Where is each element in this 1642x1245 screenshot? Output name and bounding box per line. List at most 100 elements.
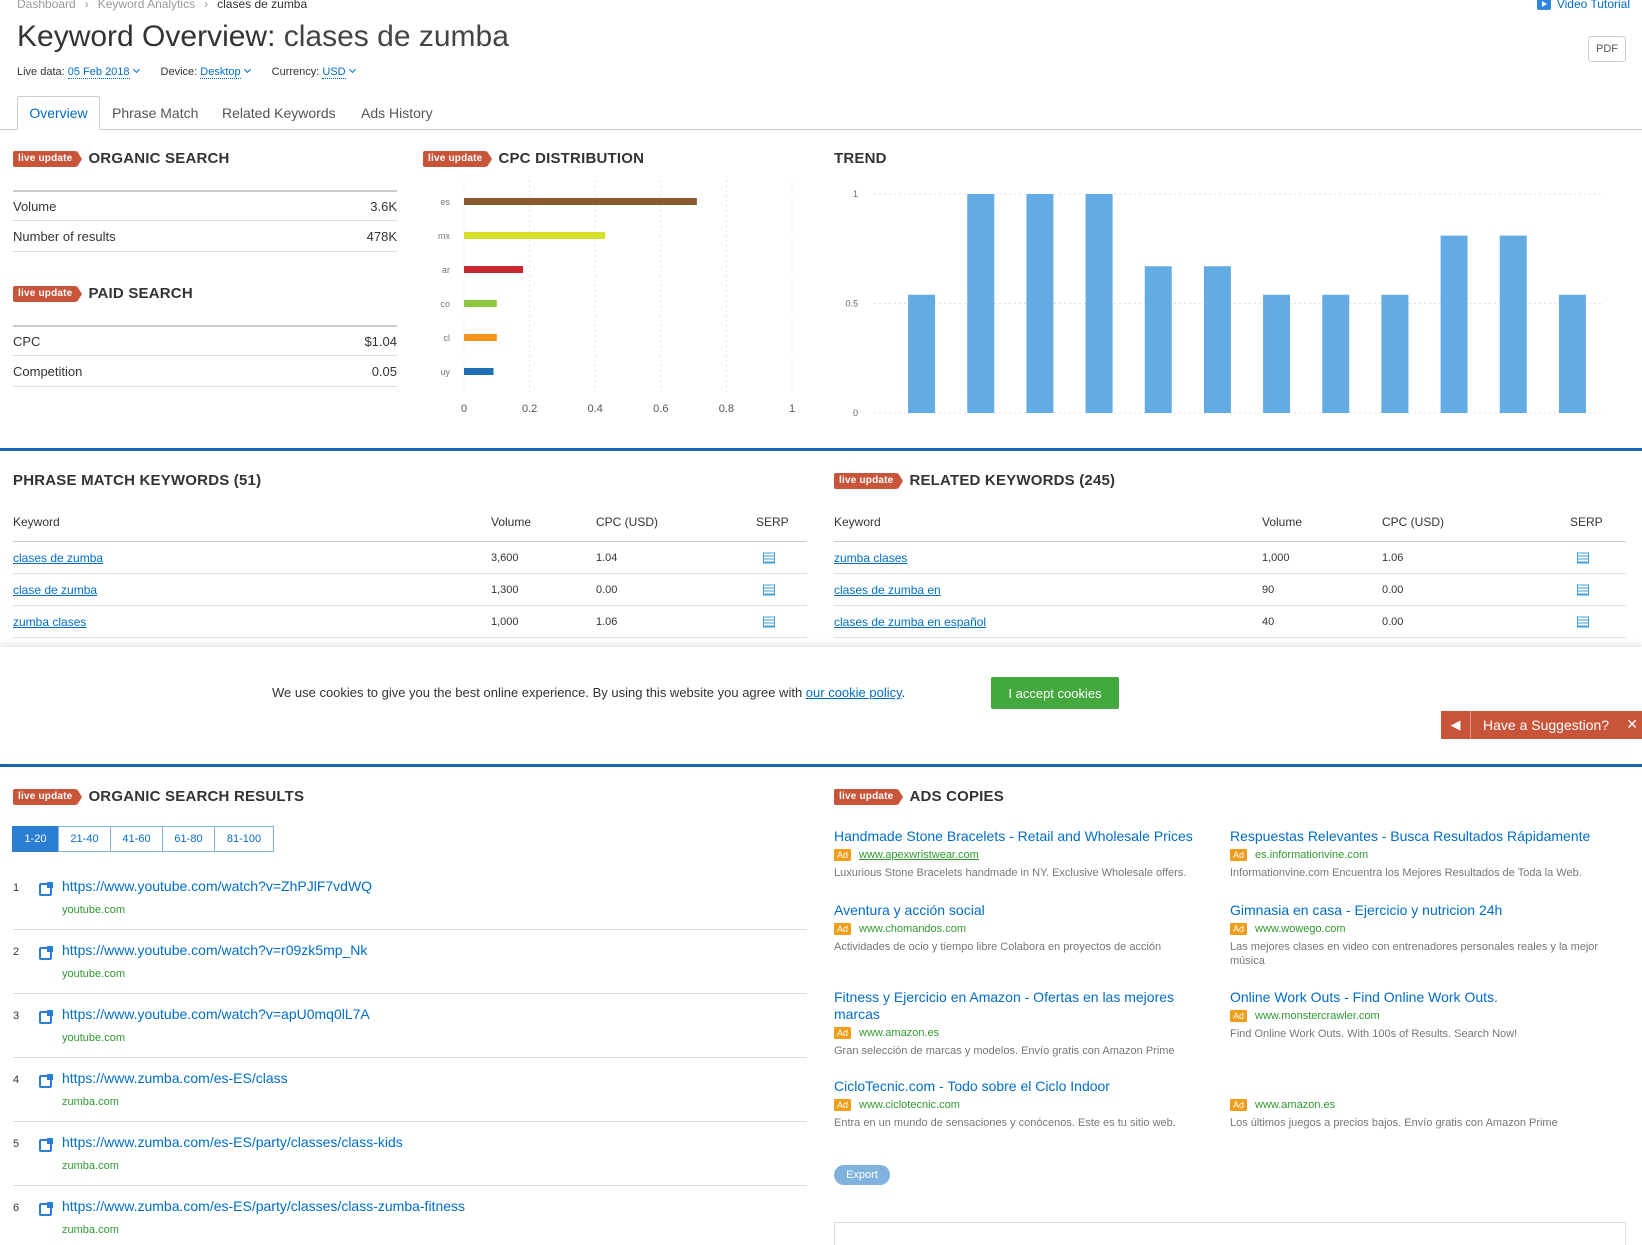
keyword-link[interactable]: zumba clases <box>13 614 87 629</box>
page-41-60[interactable]: 41-60 <box>110 826 163 852</box>
ad-title[interactable]: Handmade Stone Bracelets - Retail and Wh… <box>834 828 1193 844</box>
serp-icon[interactable] <box>763 616 775 627</box>
close-icon[interactable]: ✕ <box>1626 716 1638 732</box>
ad-title[interactable] <box>1230 1078 1610 1095</box>
cpc-bar[interactable] <box>464 368 494 375</box>
result-url[interactable]: https://www.youtube.com/watch?v=r09zk5mp… <box>62 942 368 958</box>
trend-bar[interactable] <box>1203 266 1231 413</box>
cpc-bar[interactable] <box>464 334 497 341</box>
serp-icon[interactable] <box>763 552 775 563</box>
cpc-bar[interactable] <box>464 198 697 205</box>
ad-url[interactable]: www.apexwristwear.com <box>859 849 979 861</box>
result-url[interactable]: https://www.zumba.com/es-ES/party/classe… <box>62 1134 403 1150</box>
tab-ads-history[interactable]: Ads History <box>361 104 433 121</box>
external-link-icon[interactable] <box>39 882 53 896</box>
external-link-icon[interactable] <box>39 946 53 960</box>
cpc-bar[interactable] <box>464 300 497 307</box>
ad-url-row: Ad www.chomandos.com <box>834 923 1214 935</box>
list-item: 1 https://www.youtube.com/watch?v=ZhPJlF7… <box>13 866 807 930</box>
breadcrumb-dashboard[interactable]: Dashboard <box>17 0 76 11</box>
cpc-bar[interactable] <box>464 232 606 239</box>
suggestion-widget[interactable]: ◀ Have a Suggestion? ✕ <box>1441 711 1642 739</box>
result-domain: zumba.com <box>62 1160 119 1172</box>
result-url[interactable]: https://www.zumba.com/es-ES/party/classe… <box>62 1198 466 1214</box>
ad-title[interactable]: Gimnasia en casa - Ejercicio y nutricion… <box>1230 902 1503 918</box>
cookie-message: We use cookies to give you the best onli… <box>272 685 806 700</box>
currency-select[interactable]: USD <box>322 66 346 79</box>
keyword-link[interactable]: clase de zumba <box>13 582 98 597</box>
trend-bar[interactable] <box>1322 294 1350 413</box>
ad-url[interactable]: www.monstercrawler.com <box>1255 1010 1380 1022</box>
trend-bar[interactable] <box>1263 294 1291 413</box>
accept-cookies-button[interactable]: I accept cookies <box>991 677 1119 709</box>
trend-bar[interactable] <box>908 294 936 413</box>
serp-icon[interactable] <box>1577 552 1589 563</box>
col-volume[interactable]: Volume <box>491 514 532 529</box>
volume-label: Volume <box>13 198 57 214</box>
ad-url[interactable]: www.chomandos.com <box>859 923 967 935</box>
breadcrumb-keyword-analytics[interactable]: Keyword Analytics <box>97 0 196 11</box>
trend-bar[interactable] <box>1558 294 1586 413</box>
serp-icon[interactable] <box>1577 584 1589 595</box>
result-url[interactable]: https://www.youtube.com/watch?v=apU0mq0l… <box>62 1006 370 1022</box>
section-divider <box>0 448 1642 451</box>
ad-description: Las mejores clases en video con entrenad… <box>1230 941 1599 967</box>
page-1-20[interactable]: 1-20 <box>12 826 59 852</box>
device-select[interactable]: Desktop <box>200 66 241 79</box>
result-domain: youtube.com <box>62 968 125 980</box>
tab-related-keywords[interactable]: Related Keywords <box>222 104 336 121</box>
col-cpc[interactable]: CPC (USD) <box>596 514 658 529</box>
chevron-down-icon <box>243 65 251 74</box>
external-link-icon[interactable] <box>39 1138 53 1152</box>
trend-bar[interactable] <box>1381 294 1409 413</box>
col-keyword[interactable]: Keyword <box>834 514 881 529</box>
export-button[interactable]: Export <box>834 1165 890 1185</box>
video-tutorial-link[interactable]: Video Tutorial <box>1536 0 1630 11</box>
ad-url[interactable]: www.amazon.es <box>1255 1099 1336 1111</box>
external-link-icon[interactable] <box>39 1010 53 1024</box>
serp-icon[interactable] <box>1577 616 1589 627</box>
trend-bar[interactable] <box>1085 194 1113 413</box>
live-data-select[interactable]: 05 Feb 2018 <box>67 66 130 79</box>
external-link-icon[interactable] <box>39 1202 53 1216</box>
trend-bar[interactable] <box>967 194 995 413</box>
trend-bar[interactable] <box>1499 235 1527 413</box>
col-volume[interactable]: Volume <box>1262 514 1303 529</box>
result-url[interactable]: https://www.youtube.com/watch?v=ZhPJlF7v… <box>62 878 373 894</box>
keyword-link[interactable]: zumba clases <box>834 550 908 565</box>
trend-bar[interactable] <box>1440 235 1468 413</box>
page-21-40[interactable]: 21-40 <box>58 826 111 852</box>
ad-title[interactable]: Fitness y Ejercicio en Amazon - Ofertas … <box>834 989 1175 1022</box>
keyword-link[interactable]: clases de zumba en <box>834 582 941 597</box>
cookie-text: We use cookies to give you the best onli… <box>272 685 905 700</box>
trend-bar[interactable] <box>1026 194 1054 413</box>
keyword-link[interactable]: clases de zumba <box>13 550 104 565</box>
ad-title[interactable]: Aventura y acción social <box>834 902 985 918</box>
col-cpc[interactable]: CPC (USD) <box>1382 514 1444 529</box>
trend-bar[interactable] <box>1144 266 1172 413</box>
list-item: 6 https://www.zumba.com/es-ES/party/class… <box>13 1186 807 1245</box>
page-61-80[interactable]: 61-80 <box>162 826 215 852</box>
cookie-policy-link[interactable]: our cookie policy <box>805 685 902 700</box>
ads-panel-bottom <box>834 1222 1626 1245</box>
category-label: ar <box>442 265 450 275</box>
ad-url[interactable]: www.wowego.com <box>1255 923 1346 935</box>
ad-url[interactable]: www.ciclotecnic.com <box>859 1099 960 1111</box>
pdf-button[interactable]: PDF <box>1588 36 1626 62</box>
ad-title[interactable]: Online Work Outs - Find Online Work Outs… <box>1230 989 1498 1005</box>
ad-title[interactable]: Respuestas Relevantes - Busca Resultados… <box>1230 828 1591 844</box>
col-keyword[interactable]: Keyword <box>13 514 60 529</box>
serp-icon[interactable] <box>763 584 775 595</box>
page-81-100[interactable]: 81-100 <box>214 826 274 852</box>
cpc-bar[interactable] <box>464 266 524 273</box>
tab-phrase-match[interactable]: Phrase Match <box>112 104 199 121</box>
list-item: 5 https://www.zumba.com/es-ES/party/class… <box>13 1122 807 1186</box>
ad-url[interactable]: es.informationvine.com <box>1255 849 1369 861</box>
ad-url[interactable]: www.amazon.es <box>859 1027 940 1039</box>
keyword-link[interactable]: clases de zumba en español <box>834 614 987 629</box>
external-link-icon[interactable] <box>39 1074 53 1088</box>
result-url[interactable]: https://www.zumba.com/es-ES/class <box>62 1070 288 1086</box>
results-pager: 1-20 21-40 41-60 61-80 81-100 <box>12 826 274 852</box>
ad-title[interactable]: CicloTecnic.com - Todo sobre el Ciclo In… <box>834 1078 1110 1094</box>
tab-overview[interactable]: Overview <box>17 96 100 130</box>
